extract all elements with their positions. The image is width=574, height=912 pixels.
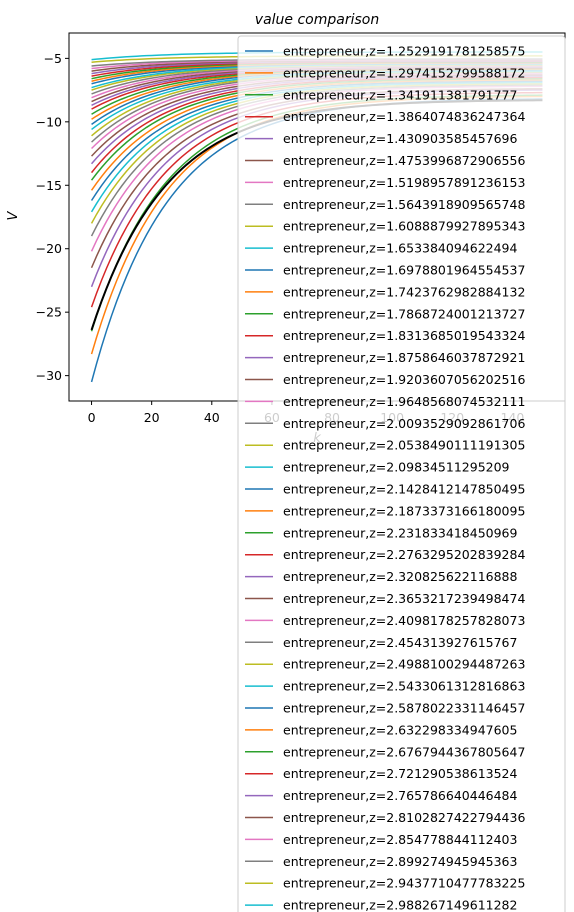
legend-entry-label: entrepreneur,z=1.2529191781258575	[283, 44, 525, 59]
legend-entry-label: entrepreneur,z=2.5878022331146457	[283, 701, 525, 716]
legend-entry-label: entrepreneur,z=2.632298334947605	[283, 722, 517, 737]
legend-entry-label: entrepreneur,z=1.8758646037872921	[283, 350, 525, 365]
y-tick-label: −15	[36, 178, 62, 193]
legend-entry-label: entrepreneur,z=1.341911381791777	[283, 87, 517, 102]
legend-entry-label: entrepreneur,z=1.5643918909565748	[283, 197, 525, 212]
legend-entry-label: entrepreneur,z=2.320825622116888	[283, 569, 518, 584]
legend-entry-label: entrepreneur,z=2.1428412147850495	[283, 482, 525, 497]
legend-entry-label: entrepreneur,z=2.9437710477783225	[283, 876, 525, 891]
legend-entry-label: entrepreneur,z=2.5433061312816863	[283, 679, 525, 694]
legend-entry-label: entrepreneur,z=2.1873373166180095	[283, 503, 525, 518]
legend-entry-label: entrepreneur,z=2.231833418450969	[283, 525, 518, 540]
legend-entry-label: entrepreneur,z=2.0538490111191305	[283, 438, 525, 453]
legend-entry-label: entrepreneur,z=2.454313927615767	[283, 635, 517, 650]
legend-entry-label: entrepreneur,z=2.765786640446484	[283, 788, 518, 803]
legend-entry-label: entrepreneur,z=1.6978801964554537	[283, 263, 525, 278]
legend-entry-label: entrepreneur,z=1.7423762982884132	[283, 284, 525, 299]
legend-entry-label: entrepreneur,z=1.2974152799588172	[283, 65, 525, 80]
y-tick-label: −20	[36, 241, 62, 256]
legend-entry-label: entrepreneur,z=2.6767944367805647	[283, 744, 525, 759]
legend-entry-label: entrepreneur,z=2.2763295202839284	[283, 547, 525, 562]
legend-entry-label: entrepreneur,z=1.9648568074532111	[283, 394, 525, 409]
y-tick-label: −10	[36, 114, 62, 129]
legend-entry-label: entrepreneur,z=1.9203607056202516	[283, 372, 525, 387]
y-tick-label: −30	[36, 368, 62, 383]
y-tick-label: −25	[36, 305, 62, 320]
legend-entry-label: entrepreneur,z=1.4753996872906556	[283, 153, 525, 168]
legend-box	[237, 35, 566, 912]
legend-entry-label: entrepreneur,z=1.6088879927895343	[283, 219, 525, 234]
chart-title: value comparison	[255, 12, 379, 28]
legend-entry-label: entrepreneur,z=1.430903585457696	[283, 131, 518, 146]
x-tick-label: 0	[88, 410, 96, 425]
legend-entry-label: entrepreneur,z=2.0093529092861706	[283, 416, 525, 431]
legend-entry-label: entrepreneur,z=1.3864074836247364	[283, 109, 525, 124]
legend-entry-label: entrepreneur,z=2.721290538613524	[283, 766, 518, 781]
legend-entry-label: entrepreneur,z=2.09834511295209	[283, 460, 510, 475]
legend-entry-label: entrepreneur,z=2.4098178257828073	[283, 613, 525, 628]
legend-entry-label: entrepreneur,z=2.3653217239498474	[283, 591, 525, 606]
y-tick-label: −5	[44, 51, 62, 66]
legend-entry-label: entrepreneur,z=1.5198957891236153	[283, 175, 525, 190]
legend-entry-label: entrepreneur,z=1.8313685019543324	[283, 328, 525, 343]
legend-entry-label: entrepreneur,z=2.899274945945363	[283, 854, 517, 869]
y-axis-label: V	[6, 210, 21, 220]
legend-entry-label: entrepreneur,z=1.653384094622494	[283, 241, 518, 256]
x-tick-label: 20	[144, 410, 160, 425]
legend: entrepreneur,z=1.2529191781258575 entrepr…	[237, 35, 566, 912]
legend-entry-label: entrepreneur,z=2.8102827422794436	[283, 810, 525, 825]
legend-entry-label: entrepreneur,z=1.7868724001213727	[283, 306, 525, 321]
x-tick-label: 40	[204, 410, 220, 425]
legend-entry-label: entrepreneur,z=2.988267149611282	[283, 898, 517, 912]
legend-entry-label: entrepreneur,z=2.4988100294487263	[283, 657, 525, 672]
legend-entry-label: entrepreneur,z=2.854778844112403	[283, 832, 517, 847]
